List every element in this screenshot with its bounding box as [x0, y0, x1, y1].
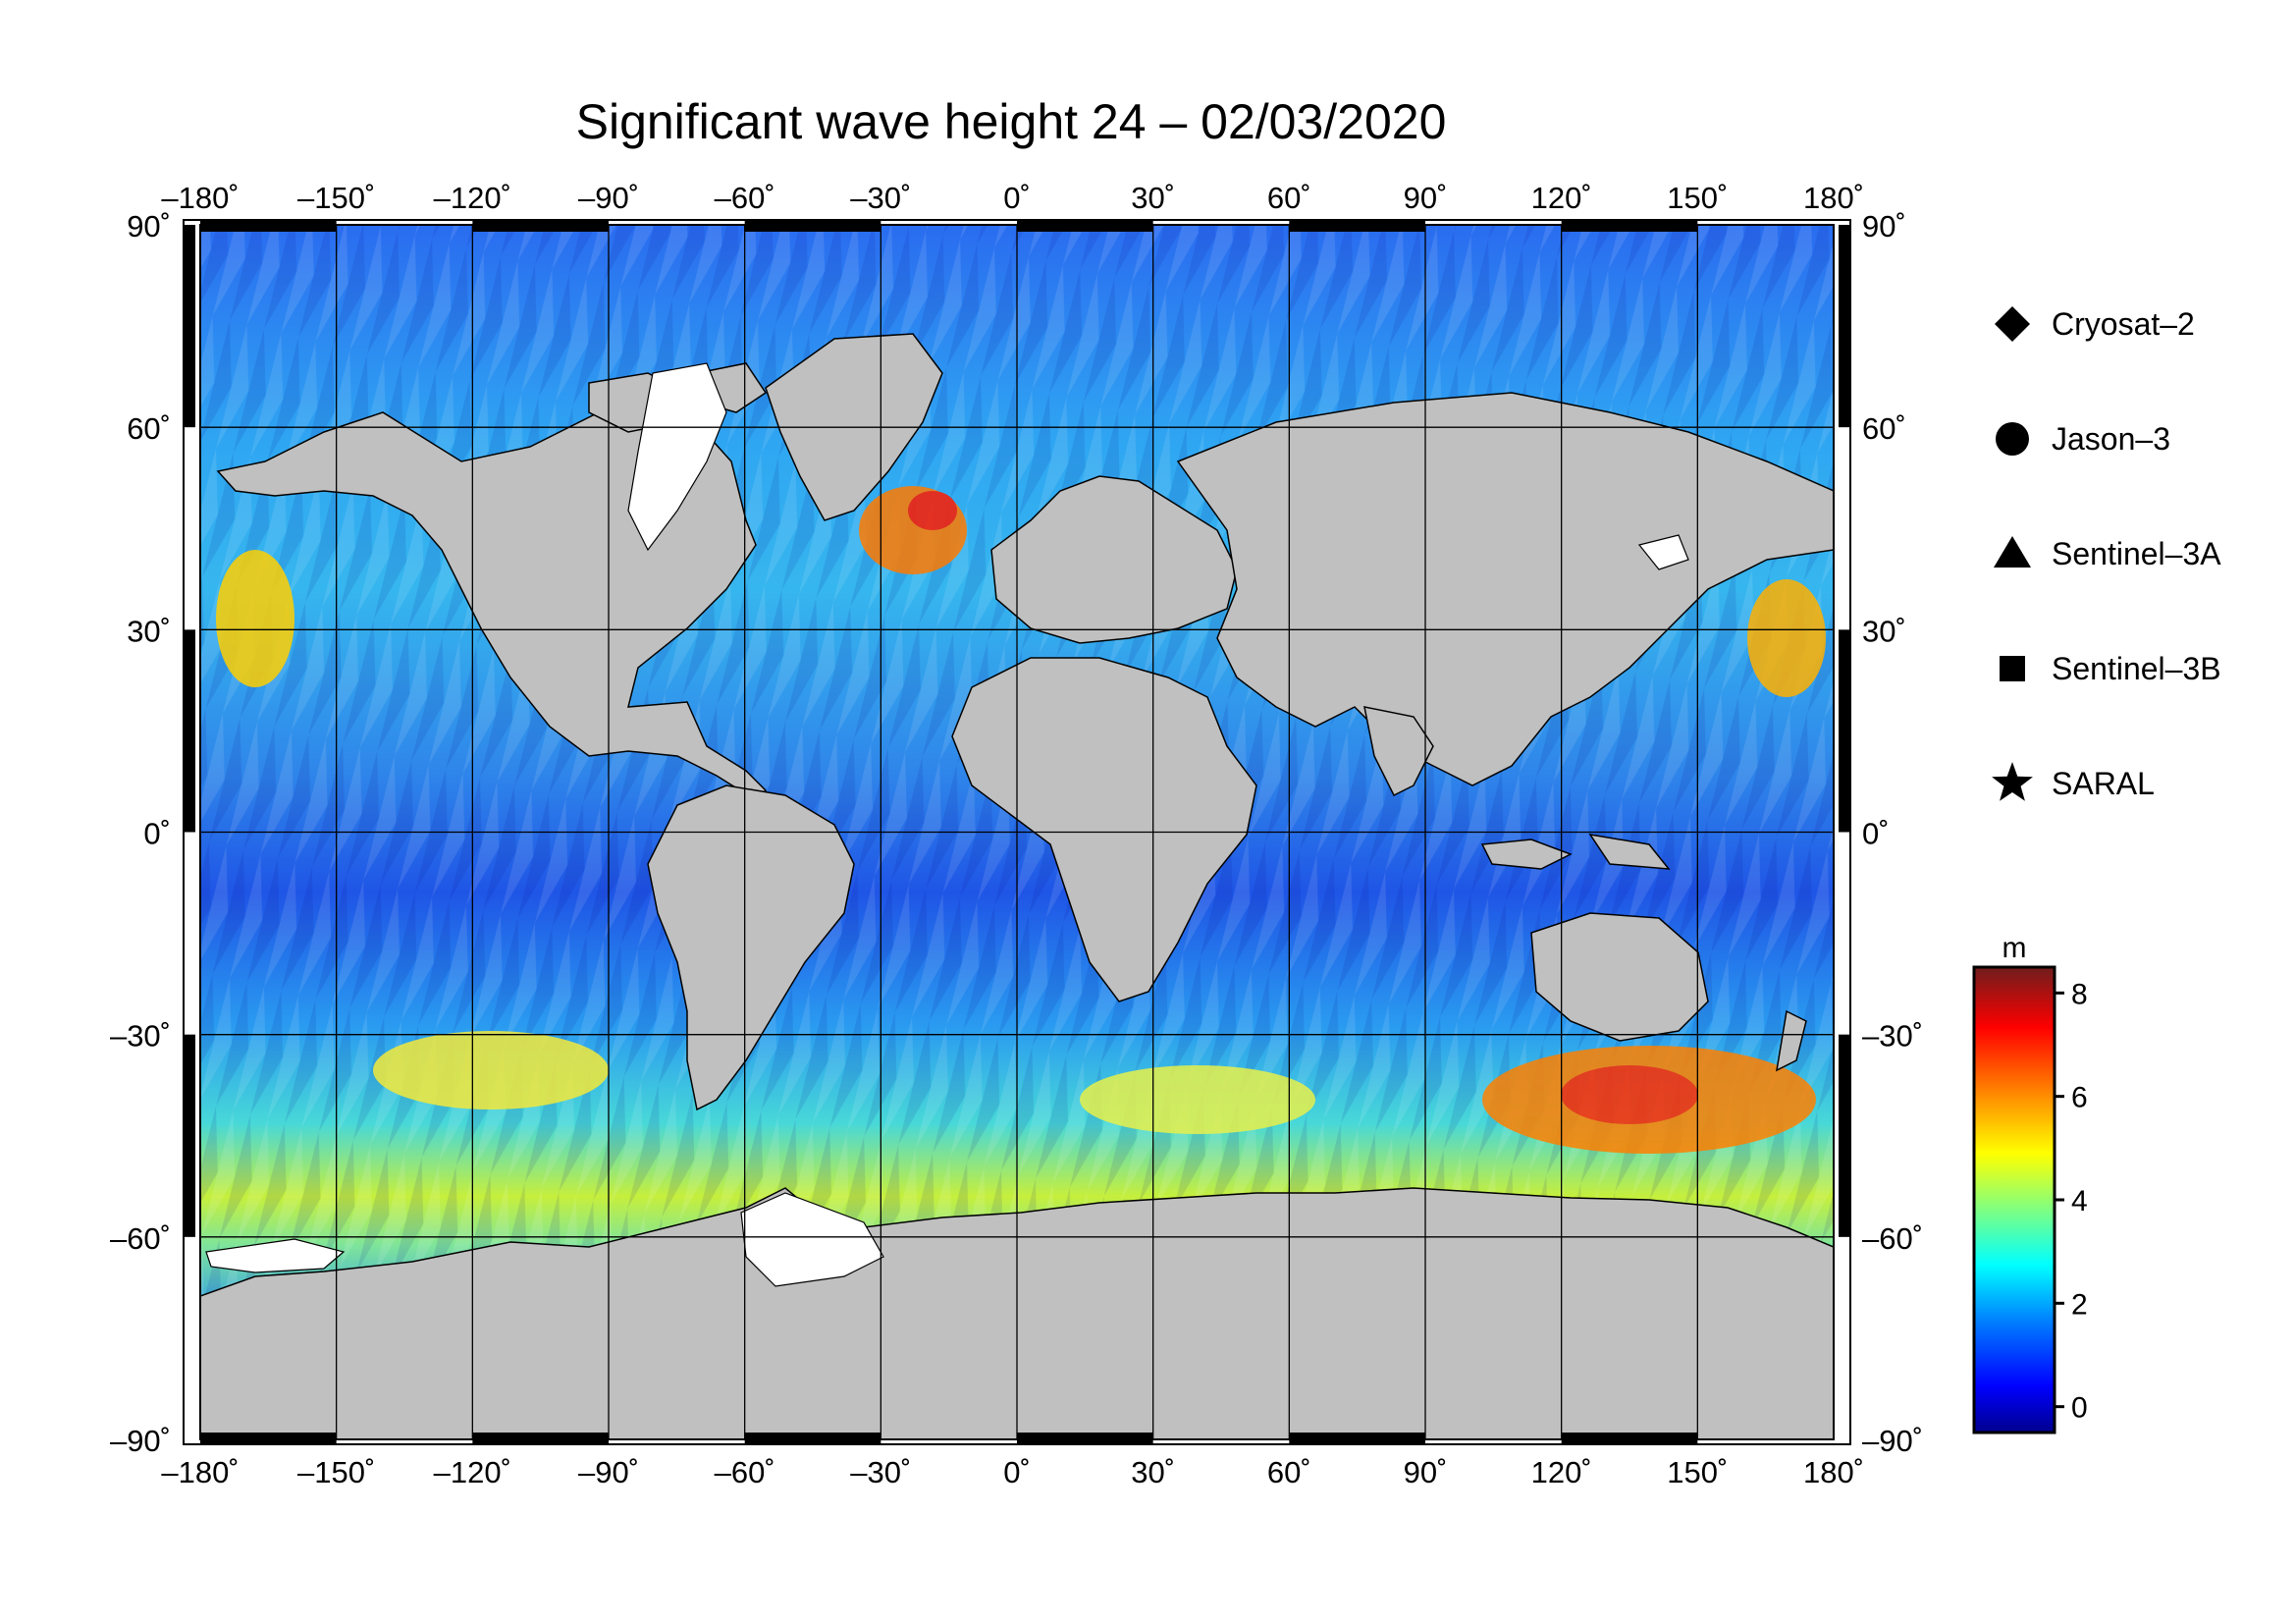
high-wave-regions [216, 486, 1826, 1154]
lon-label-bottom: 60˚ [1267, 1455, 1311, 1489]
lon-label-top: –90˚ [578, 181, 639, 215]
colorbar-tick-label: 0 [2071, 1392, 2088, 1425]
lon-label-top: –60˚ [715, 181, 775, 215]
colorbar-unit: m [2002, 932, 2027, 964]
legend-symbol-star [1992, 762, 2033, 801]
frame-bar-bottom [744, 1433, 881, 1444]
lon-label-top: –180˚ [161, 181, 239, 215]
legend-symbol-triangle [1994, 536, 2031, 568]
land-asia [1176, 392, 1834, 786]
lon-label-bottom: 0˚ [1003, 1455, 1031, 1489]
legend-label: SARAL [2052, 766, 2155, 801]
legend-symbol-circle [1996, 422, 2029, 456]
lat-label-right: 0˚ [1862, 817, 1890, 851]
colorbar-tick-label: 6 [2071, 1082, 2088, 1114]
lon-label-bottom: 30˚ [1131, 1455, 1175, 1489]
lon-label-top: –30˚ [850, 181, 911, 215]
frame-bar-left [184, 629, 195, 833]
sea-ice [205, 362, 1689, 1287]
lon-label-top: 90˚ [1404, 181, 1448, 215]
legend-label: Sentinel–3A [2052, 536, 2221, 571]
frame-bar-left [184, 225, 195, 428]
lat-label-left: –90˚ [110, 1424, 171, 1458]
lat-label-right: –60˚ [1862, 1221, 1923, 1256]
lon-label-top: 60˚ [1267, 181, 1311, 215]
lat-label-left: 30˚ [127, 614, 171, 648]
lat-label-right: –90˚ [1862, 1424, 1923, 1458]
frame-bar-top [200, 220, 337, 232]
lon-label-top: –150˚ [297, 181, 375, 215]
lat-label-right: –30˚ [1862, 1019, 1923, 1054]
lat-label-right: 30˚ [1862, 614, 1906, 648]
frame-bar-top [744, 220, 881, 232]
colorbar-tick-label: 2 [2071, 1288, 2088, 1321]
lon-label-top: 0˚ [1003, 181, 1031, 215]
colorbar-gradient [1972, 965, 2056, 1434]
lon-label-top: 150˚ [1667, 181, 1728, 215]
land-north-america [216, 397, 768, 801]
figure-title: Significant wave height 24 – 02/03/2020 [576, 94, 1447, 149]
frame-bar-top [472, 220, 609, 232]
lat-label-left: 0˚ [143, 817, 171, 851]
lon-label-bottom: –180˚ [161, 1455, 239, 1489]
legend-label: Cryosat–2 [2052, 306, 2195, 342]
frame-bar-right [1839, 629, 1850, 833]
colorbar-tick-label: 8 [2071, 978, 2088, 1010]
frame-bar-bottom [1289, 1433, 1425, 1444]
frame-bar-bottom [472, 1433, 609, 1444]
frame-bar-top [1289, 220, 1425, 232]
lat-label-right: 90˚ [1862, 209, 1906, 243]
lon-label-bottom: –90˚ [578, 1455, 639, 1489]
lon-label-bottom: 180˚ [1803, 1455, 1864, 1489]
lon-label-bottom: –150˚ [297, 1455, 375, 1489]
lat-label-left: –30˚ [110, 1019, 171, 1054]
lat-label-left: 60˚ [127, 411, 171, 446]
satellite-legend: Cryosat–2 Jason–3 Sentinel–3A Sentinel–3B SA… [1992, 306, 2221, 801]
frame-bar-right [1839, 225, 1850, 428]
lon-label-top: –120˚ [434, 181, 511, 215]
lon-label-bottom: –120˚ [434, 1455, 511, 1489]
lon-label-bottom: 150˚ [1667, 1455, 1728, 1489]
frame-bar-right [1839, 1034, 1850, 1237]
frame-bar-left [184, 1034, 195, 1237]
world-map [200, 225, 1834, 1439]
lat-label-right: 60˚ [1862, 411, 1906, 446]
lon-label-bottom: –30˚ [850, 1455, 911, 1489]
lon-label-bottom: 120˚ [1531, 1455, 1592, 1489]
legend-label: Sentinel–3B [2052, 651, 2221, 686]
lon-label-top: 180˚ [1803, 181, 1864, 215]
lon-label-top: 120˚ [1531, 181, 1592, 215]
frame-bar-bottom [200, 1433, 337, 1444]
lat-label-left: –60˚ [110, 1221, 171, 1256]
lon-label-bottom: –60˚ [715, 1455, 775, 1489]
land-south-america [647, 784, 855, 1111]
land-africa [951, 657, 1257, 1002]
graticule [200, 225, 1834, 1439]
colorbar: m 0 2 4 6 8 [1972, 932, 2088, 1434]
frame-bar-top [1017, 220, 1153, 232]
map-frame-bars [184, 220, 1850, 1444]
legend-symbol-square [2000, 656, 2025, 681]
frame-bar-top [1561, 220, 1698, 232]
frame-bar-bottom [1561, 1433, 1698, 1444]
legend-label: Jason–3 [2052, 421, 2170, 457]
lat-label-left: 90˚ [127, 209, 171, 243]
land-australia [1530, 912, 1709, 1042]
axis-tick-labels: –180˚ –180˚ –150˚ –150˚ –120˚ –120˚ –90˚ –90˚ –6… [110, 181, 1923, 1489]
colorbar-tick-label: 4 [2071, 1185, 2088, 1217]
legend-symbol-diamond [1995, 306, 2030, 342]
lon-label-bottom: 90˚ [1404, 1455, 1448, 1489]
lon-label-top: 30˚ [1131, 181, 1175, 215]
frame-bar-bottom [1017, 1433, 1153, 1444]
